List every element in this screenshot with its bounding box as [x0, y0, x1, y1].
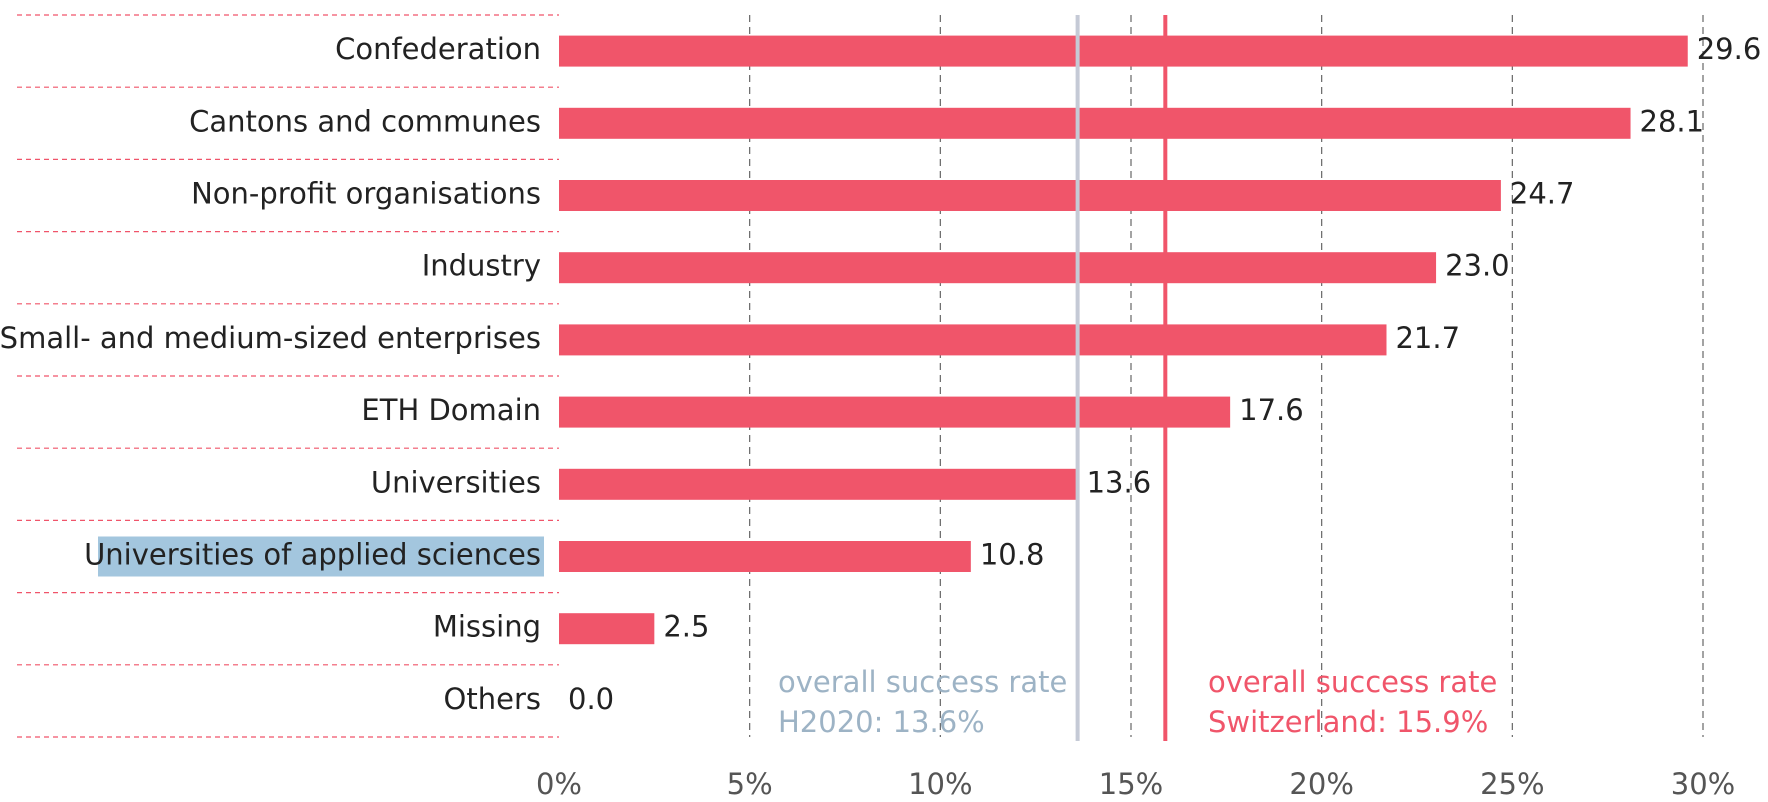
category-label: Missing — [433, 610, 541, 644]
x-tick-label: 10% — [908, 767, 972, 801]
value-label: 21.7 — [1395, 321, 1460, 355]
value-label: 2.5 — [663, 610, 709, 644]
category-label: Industry — [422, 249, 541, 283]
value-label: 28.1 — [1640, 104, 1705, 138]
bar — [559, 468, 1078, 500]
x-tick-label: 0% — [536, 767, 582, 801]
value-label: 29.6 — [1697, 32, 1762, 66]
category-highlight — [98, 536, 544, 577]
bar — [559, 324, 1387, 356]
bar — [559, 107, 1631, 139]
bar — [559, 613, 655, 645]
value-label: 0.0 — [568, 682, 614, 716]
x-tick-label: 15% — [1099, 767, 1163, 801]
value-label: 17.6 — [1239, 393, 1304, 427]
category-label: ETH Domain — [361, 393, 541, 427]
reference-label: overall success rate — [1208, 665, 1497, 699]
value-label: 10.8 — [980, 538, 1045, 572]
category-label: Non-profit organisations — [191, 177, 541, 211]
reference-label: overall success rate — [778, 665, 1067, 699]
reference-label: Switzerland: 15.9% — [1208, 705, 1488, 739]
value-label: 24.7 — [1510, 177, 1575, 211]
category-label: Universities of applied sciences — [84, 538, 541, 572]
x-tick-label: 30% — [1671, 767, 1735, 801]
category-label: Cantons and communes — [189, 104, 541, 138]
category-label: Others — [444, 682, 541, 716]
bar — [559, 541, 971, 572]
category-label: Small- and medium-sized enterprises — [0, 321, 541, 355]
reference-label: H2020: 13.6% — [778, 705, 985, 739]
value-label: 23.0 — [1445, 249, 1510, 283]
x-tick-label: 25% — [1480, 767, 1544, 801]
bar — [559, 396, 1231, 428]
bar — [559, 180, 1501, 211]
bar — [559, 35, 1688, 67]
category-label: Confederation — [335, 32, 541, 66]
x-tick-label: 5% — [727, 767, 773, 801]
value-label: 13.6 — [1087, 465, 1152, 499]
x-tick-label: 20% — [1289, 767, 1353, 801]
category-label: Universities — [371, 465, 541, 499]
bar — [559, 252, 1437, 284]
